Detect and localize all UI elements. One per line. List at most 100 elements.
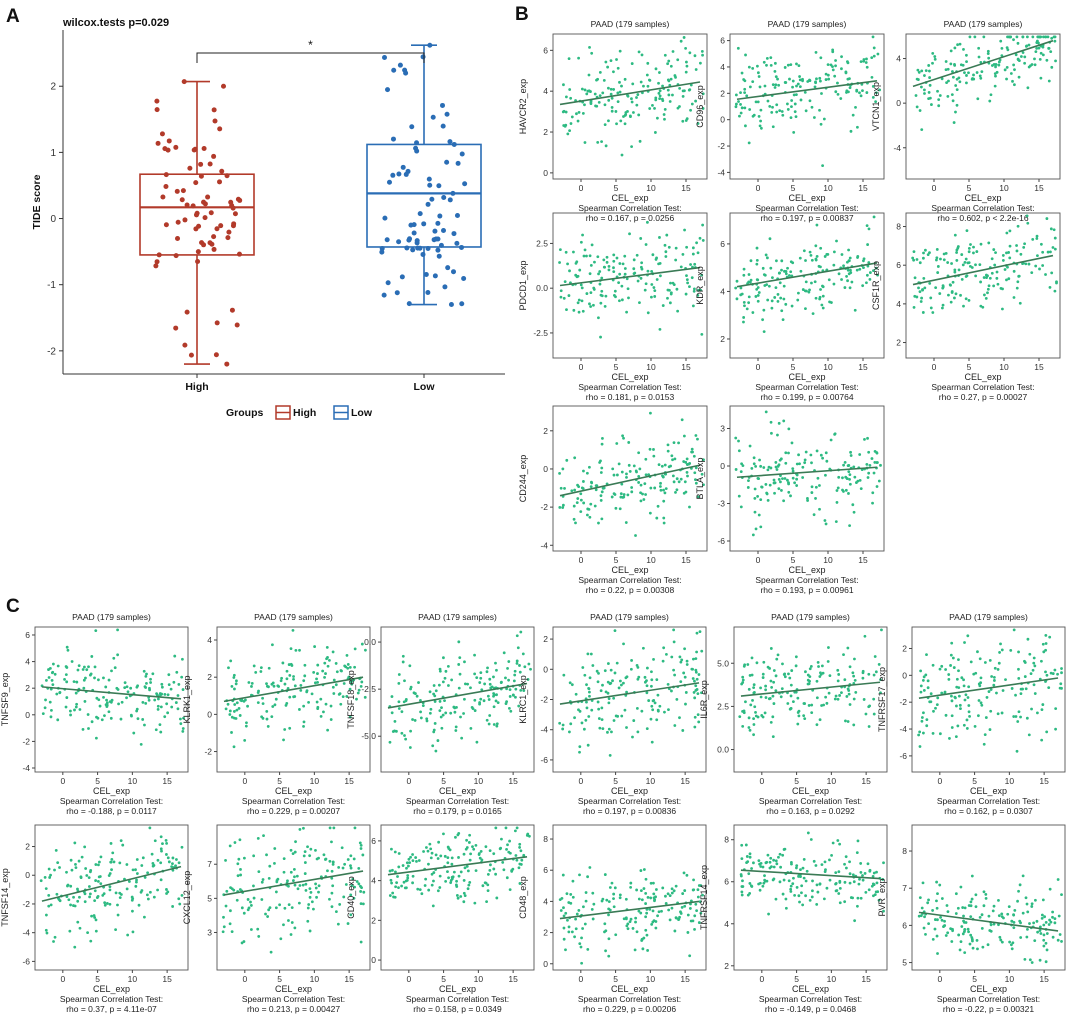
y-tick-label: 2 [25, 842, 30, 852]
scatter-point [795, 864, 799, 867]
scatter-point [986, 49, 990, 53]
scatter-point [353, 665, 357, 669]
scatter-point [595, 104, 599, 108]
scatter-point [645, 727, 649, 731]
scatter-point [1035, 919, 1039, 923]
regression-line [736, 80, 878, 101]
scatter-point [675, 287, 679, 291]
scatter-point [953, 62, 956, 66]
scatter-point [252, 896, 256, 900]
scatter-point [874, 266, 878, 270]
x-tick-label: 15 [1039, 974, 1049, 984]
scatter-point [292, 879, 295, 882]
scatter-point [1051, 672, 1055, 675]
scatter-point [861, 284, 865, 288]
scatter-point [609, 92, 613, 96]
scatter-point [598, 94, 602, 98]
scatter-point [784, 461, 788, 465]
scatter-point [694, 478, 697, 482]
scatter-point [740, 843, 744, 847]
y-tick-label: -2 [22, 899, 30, 909]
regression-line [41, 686, 182, 700]
scatter-point [969, 933, 973, 937]
y-axis-label: BTLA_exp [695, 457, 705, 499]
scatter-point [153, 839, 157, 843]
scatter-point [696, 888, 700, 892]
scatter-point [812, 513, 816, 517]
scatter-point [567, 925, 571, 929]
scatter-point [637, 909, 641, 913]
scatter-point [159, 705, 163, 709]
scatter-point [668, 894, 672, 898]
scatter-point [693, 725, 697, 729]
scatter-point [789, 887, 793, 891]
scatter-point [818, 295, 822, 299]
x-tick-label: 0 [756, 555, 761, 565]
scatter-point [670, 906, 674, 910]
scatter-point [514, 695, 517, 699]
box-point [396, 171, 402, 177]
scatter-point [609, 681, 613, 685]
scatter-point [845, 89, 849, 93]
scatter-point [465, 864, 469, 868]
scatter-point [666, 62, 670, 66]
scatter-point [783, 477, 787, 480]
scatter-point [738, 114, 741, 118]
scatter-point [500, 680, 503, 684]
scatter-point [661, 304, 665, 307]
scatter-point [292, 678, 295, 681]
scatter-point [847, 272, 851, 276]
scatter-point [462, 891, 466, 895]
scatter-point [871, 491, 875, 495]
scatter-point [996, 712, 1000, 716]
box-point [154, 107, 160, 113]
regression-line [740, 681, 881, 697]
scatter-point [959, 707, 962, 711]
scatter-point [965, 60, 968, 64]
scatter-point [610, 106, 614, 109]
scatter-point [772, 669, 776, 672]
scatter-point [569, 722, 573, 726]
scatter-point [865, 91, 869, 94]
scatter-point [1010, 687, 1014, 690]
x-tick-label: 10 [823, 183, 833, 193]
scatter-point [484, 845, 488, 849]
scatter-point [838, 901, 842, 905]
scatter-point [782, 419, 786, 423]
scatter-point [418, 888, 422, 891]
scatter-point [748, 855, 752, 859]
scatter-point [603, 922, 607, 926]
scatter-point [1041, 45, 1045, 49]
scatter-point [734, 286, 738, 290]
scatter-point [48, 876, 52, 879]
scatter-point [620, 84, 623, 88]
scatter-point [772, 858, 776, 862]
scatter-point [756, 100, 760, 104]
scatter-point [342, 895, 346, 899]
box-point [214, 226, 220, 232]
scatter-point [466, 869, 470, 873]
scatter-point [752, 861, 755, 865]
scatter-point [820, 863, 824, 867]
scatter-point [1025, 44, 1029, 48]
scatter-point [1036, 930, 1040, 934]
scatter-point [626, 110, 629, 113]
scatter-point [851, 873, 855, 877]
scatter-point [234, 682, 238, 686]
scatter-point [970, 874, 974, 878]
scatter-point [449, 881, 453, 885]
legend-title: Groups [226, 407, 263, 419]
scatter-point [658, 704, 662, 708]
scatter-point [772, 478, 776, 482]
scatter-point [602, 78, 606, 82]
scatter-point [224, 858, 227, 862]
scatter-point [766, 298, 770, 302]
scatter-point [777, 463, 781, 467]
scatter-point [757, 477, 761, 481]
scatter-point [591, 891, 595, 895]
scatter-point [823, 860, 827, 864]
scatter-point [979, 242, 983, 246]
scatter-point [129, 713, 133, 717]
scatter-point [911, 256, 915, 260]
scatter-point [953, 268, 957, 272]
